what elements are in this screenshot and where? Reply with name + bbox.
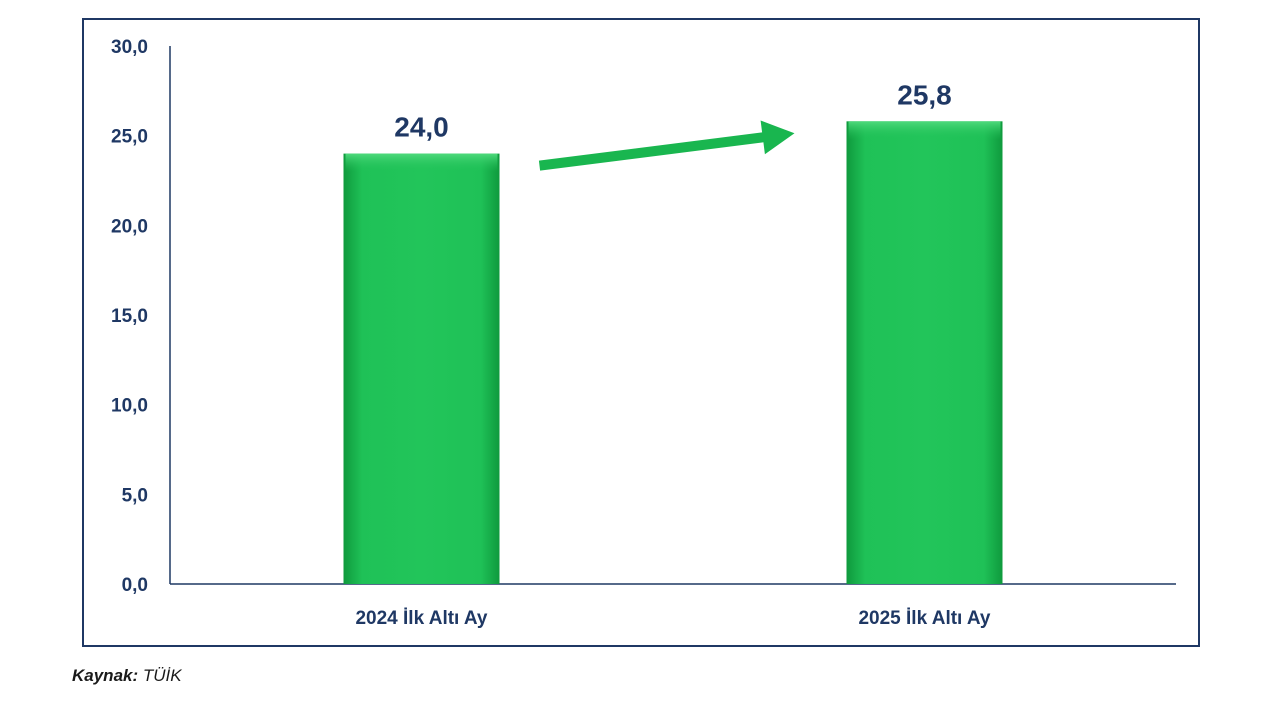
source-label: Kaynak: bbox=[72, 666, 139, 685]
data-label: 24,0 bbox=[394, 112, 449, 143]
y-tick-label: 10,0 bbox=[111, 396, 148, 417]
y-tick-label: 0,0 bbox=[122, 575, 148, 596]
y-tick-label: 15,0 bbox=[111, 306, 148, 327]
category-label: 2024 İlk Altı Ay bbox=[355, 608, 487, 629]
data-labels: 24,0 25,8 bbox=[394, 79, 952, 142]
data-label: 25,8 bbox=[897, 79, 952, 110]
category-labels: 2024 İlk Altı Ay 2025 İlk Altı Ay bbox=[355, 608, 990, 629]
y-tick-label: 5,0 bbox=[122, 485, 148, 506]
trend-arrow-shape bbox=[538, 120, 795, 171]
bar-highlight bbox=[848, 121, 1001, 140]
trend-arrow bbox=[538, 120, 795, 171]
y-tick-label: 30,0 bbox=[111, 37, 148, 58]
y-axis-ticks: 0,0 5,0 10,0 15,0 20,0 25,0 30,0 bbox=[111, 37, 148, 596]
axes bbox=[169, 46, 1176, 585]
bar bbox=[846, 121, 1003, 584]
chart-frame bbox=[82, 18, 1200, 647]
bars bbox=[343, 121, 1003, 584]
source-value: TÜİK bbox=[142, 666, 182, 685]
bar bbox=[343, 153, 500, 584]
category-label: 2025 İlk Altı Ay bbox=[858, 608, 990, 629]
bar-highlight bbox=[345, 153, 498, 172]
y-tick-label: 25,0 bbox=[111, 127, 148, 148]
source-note: Kaynak: TÜİK bbox=[72, 666, 182, 686]
y-tick-label: 20,0 bbox=[111, 216, 148, 237]
